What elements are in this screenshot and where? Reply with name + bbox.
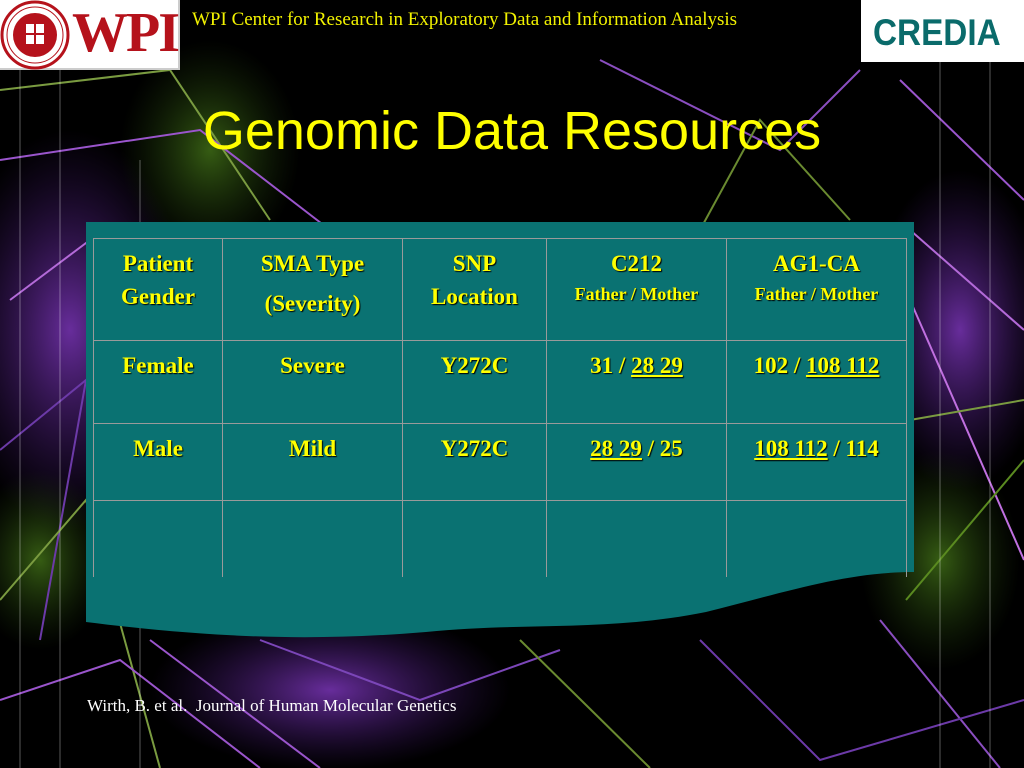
cell-c212: 28 29 / 25 — [546, 423, 727, 501]
wpi-logo: WPI — [0, 0, 180, 70]
table-row: Female Severe Y272C 31 / 28 29 102 / 108… — [93, 340, 907, 424]
empty-cell — [726, 500, 907, 577]
wpi-logo-text: WPI — [72, 2, 180, 64]
header-cell-sma: SMA Type (Severity) — [222, 238, 403, 341]
credia-logo: CREDIA — [861, 0, 1024, 62]
header-cell-snp: SNP Location — [402, 238, 547, 341]
ag1-plain: 102 / — [753, 353, 806, 378]
header-cell-ag1: AG1-CA Father / Mother — [726, 238, 907, 341]
header-sma-line1: SMA Type — [260, 251, 365, 276]
center-title: WPI Center for Research in Exploratory D… — [192, 9, 738, 30]
ag1-underlined: 108 112 — [805, 353, 880, 378]
empty-cell — [93, 500, 223, 577]
header-gender-line2: Gender — [120, 284, 196, 309]
header-gender-line1: Patient — [122, 251, 194, 276]
header-cell-c212: C212 Father / Mother — [546, 238, 727, 341]
ag1-plain: / 114 — [827, 436, 879, 461]
header-ag1-line1: AG1-CA — [773, 251, 860, 276]
wpi-seal-icon — [0, 0, 70, 70]
credia-logo-text: CREDIA — [873, 12, 1001, 53]
empty-cell — [546, 500, 727, 577]
cell-snp: Y272C — [402, 423, 547, 501]
header-snp-line2: Location — [431, 284, 518, 309]
c212-underlined: 28 29 — [631, 353, 683, 378]
cell-ag1: 102 / 108 112 — [726, 340, 907, 424]
empty-cell — [402, 500, 547, 577]
cell-ag1: 108 112 / 114 — [726, 423, 907, 501]
table-header-row: Patient Gender SMA Type (Severity) SNP L… — [93, 238, 907, 341]
ag1-underlined: 108 112 — [754, 436, 828, 461]
cell-snp: Y272C — [402, 340, 547, 424]
c212-plain: 31 / — [590, 353, 632, 378]
cell-c212: 31 / 28 29 — [546, 340, 727, 424]
header-c212-line1: C212 — [610, 251, 663, 276]
table-row-empty — [93, 500, 907, 577]
header-cell-gender: Patient Gender — [93, 238, 223, 341]
genomic-data-table: Patient Gender SMA Type (Severity) SNP L… — [93, 238, 907, 577]
cell-sma: Severe — [222, 340, 403, 424]
page-title: Genomic Data Resources — [202, 101, 822, 161]
header-c212-line2: Father / Mother — [574, 284, 699, 304]
header-ag1-line2: Father / Mother — [754, 284, 879, 304]
table-row: Male Mild Y272C 28 29 / 25 108 112 / 114 — [93, 423, 907, 501]
cell-gender: Female — [93, 340, 223, 424]
citation-footer: Wirth, B. et al. Journal of Human Molecu… — [87, 696, 457, 715]
header-snp-line1: SNP — [452, 251, 497, 276]
cell-sma: Mild — [222, 423, 403, 501]
cell-gender: Male — [93, 423, 223, 501]
empty-cell — [222, 500, 403, 577]
header-sma-line2: (Severity) — [264, 291, 361, 316]
c212-plain: / 25 — [641, 436, 683, 461]
c212-underlined: 28 29 — [590, 436, 642, 461]
